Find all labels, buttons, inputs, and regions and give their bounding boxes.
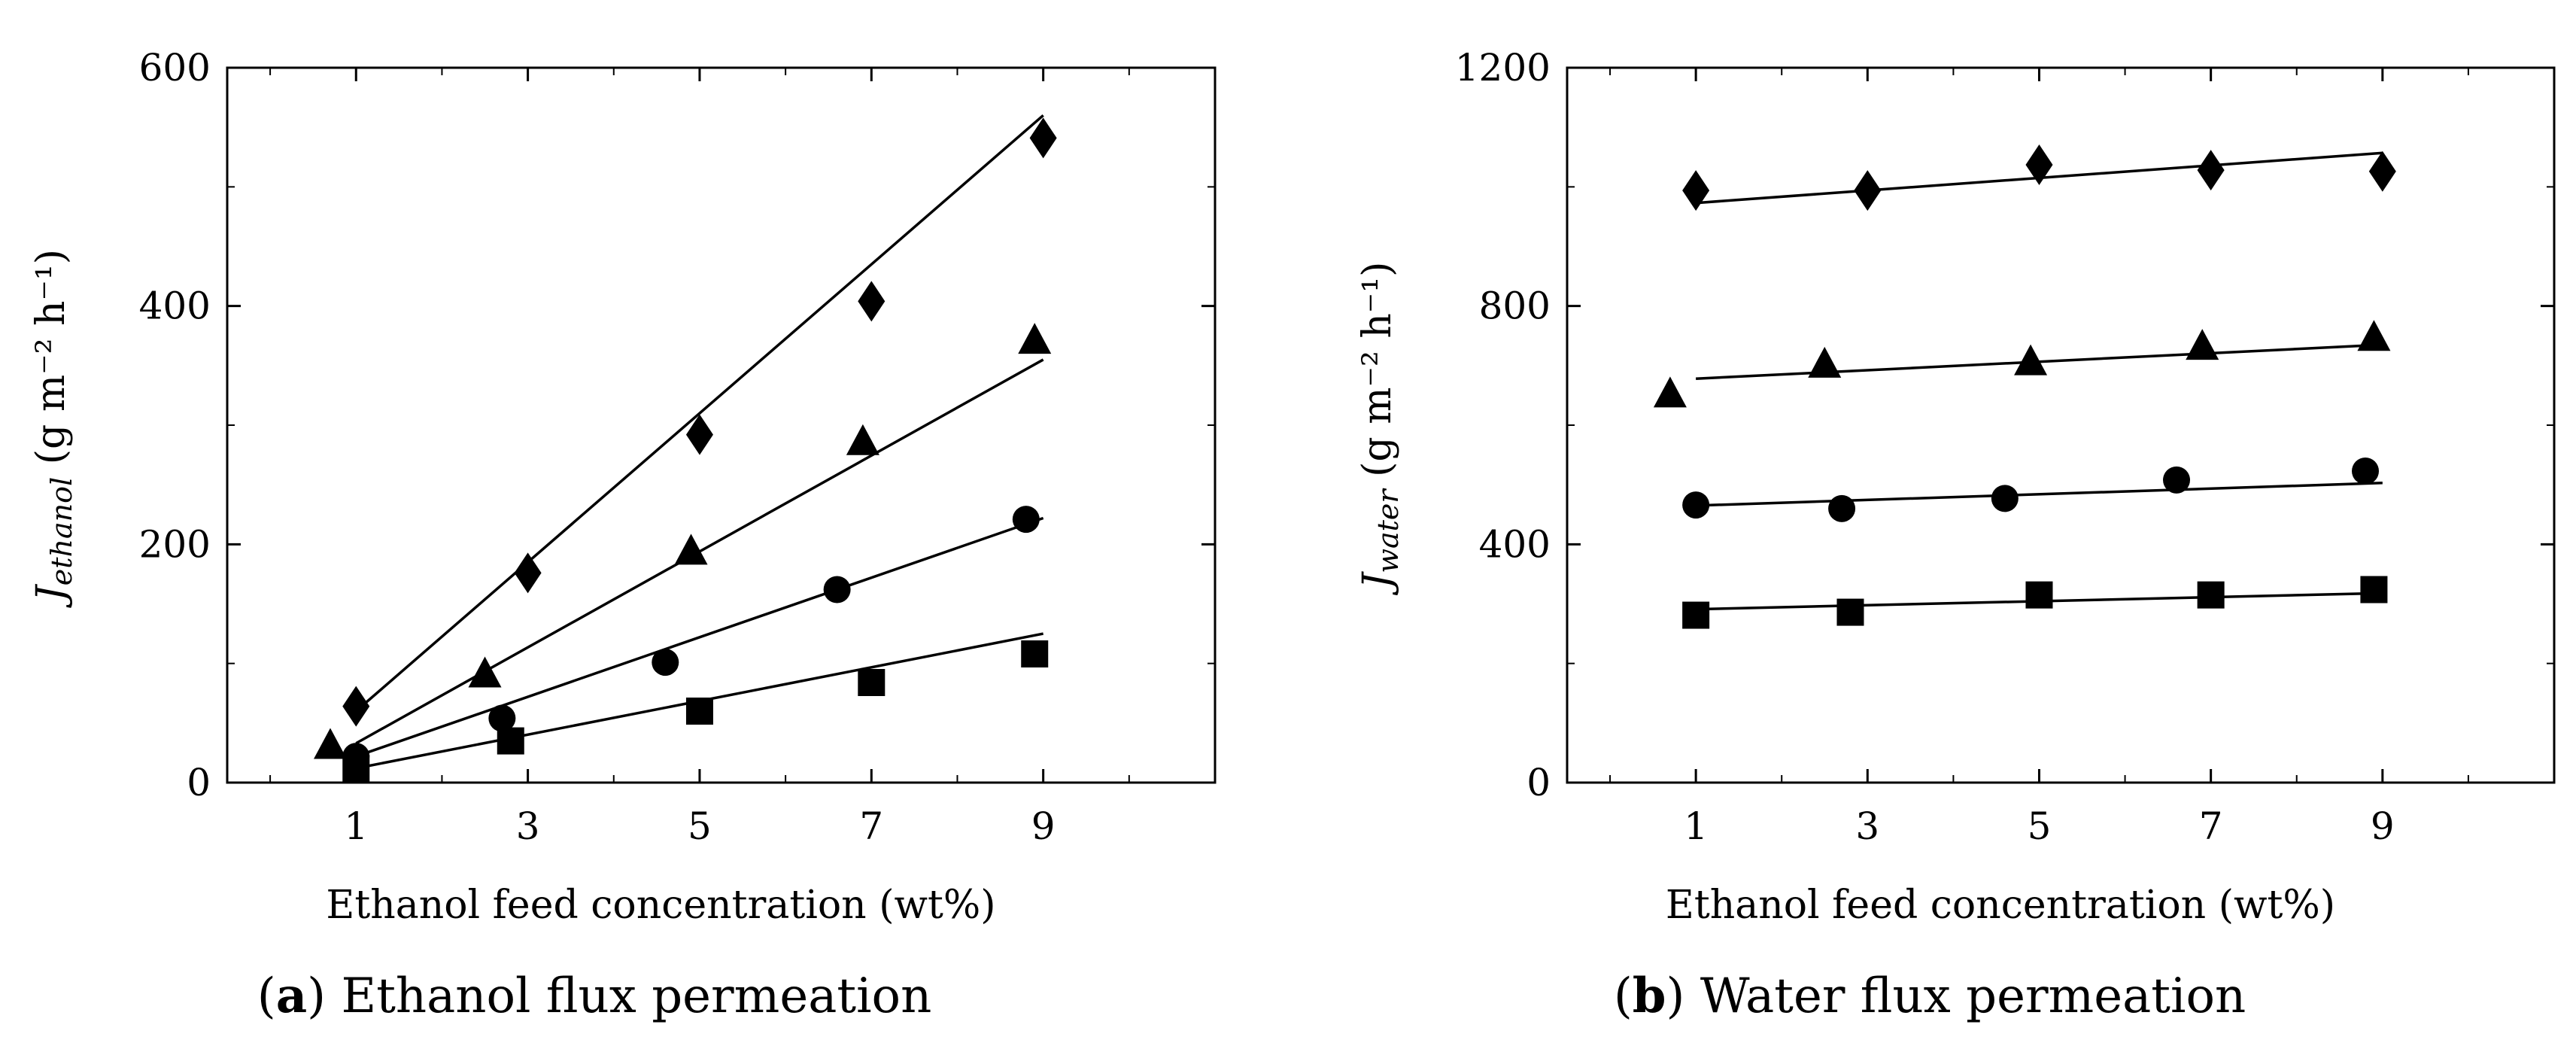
square-point [858, 669, 886, 696]
square-point [2025, 581, 2053, 609]
y-tick-label: 400 [139, 284, 211, 328]
square-point [1021, 640, 1049, 667]
triangle-point [2186, 329, 2219, 360]
triangle-point [1018, 323, 1052, 354]
square-point [342, 755, 370, 782]
caption-open-paren: ( [1614, 968, 1633, 1024]
x-tick-label: 7 [2199, 804, 2223, 848]
y-tick-label: 1200 [1455, 46, 1551, 90]
square-point [1682, 601, 1710, 629]
diamond-point [342, 686, 370, 727]
y-axis-label: Jethanol (g m⁻² h⁻¹) [29, 249, 78, 608]
chart-panel-a: 1 3 5 7 9 0 200 400 600 Ethanol feed concentratio… [29, 46, 1217, 1024]
y-axis-symbol: J [29, 583, 74, 608]
plot-frame [1566, 66, 2556, 784]
y-axis-subscript: water [1372, 488, 1405, 573]
y-axis-symbol: J [1355, 570, 1400, 595]
square-point [2360, 576, 2388, 604]
diamond-point [1854, 170, 1882, 211]
diamond-point [1682, 170, 1710, 211]
x-tick-label: 5 [688, 804, 712, 848]
triangle-point [2357, 320, 2391, 351]
caption-close-paren: ) [307, 968, 341, 1024]
y-axis-close-paren: ) [1355, 262, 1400, 277]
square-point [2197, 581, 2225, 609]
diamond-point [2025, 144, 2053, 186]
triangle-point [2014, 344, 2048, 375]
triangle-point [1653, 376, 1687, 408]
circle-point [823, 576, 851, 604]
x-tick-label: 1 [344, 804, 368, 848]
chart-panel-b: 1 3 5 7 9 0 400 800 1200 Ethanol feed concentrati… [1355, 46, 2556, 1024]
x-tick-label: 9 [2371, 804, 2395, 848]
diamond-point [858, 281, 886, 322]
diamond-point [685, 414, 713, 455]
triangle-point [468, 656, 502, 688]
y-axis-label: Jwater (g m⁻² h⁻¹) [1355, 262, 1405, 596]
caption-close-paren: ) [1666, 968, 1700, 1024]
diamond-point [2368, 150, 2396, 192]
y-axis-units: g m⁻² h⁻¹ [1355, 277, 1400, 462]
plot-frame [226, 66, 1217, 784]
y-tick-label: 0 [1526, 761, 1551, 804]
circle-point [1682, 491, 1710, 519]
circle-point [1012, 506, 1040, 534]
y-axis-subscript: ethanol [45, 477, 78, 585]
x-tick-label: 1 [1684, 804, 1708, 848]
y-axis-open-paren: ( [29, 449, 74, 477]
fit-line-circle [355, 516, 1044, 758]
triangle-point [846, 424, 879, 455]
circle-point [1991, 485, 2019, 512]
y-tick-label: 600 [139, 46, 211, 90]
x-tick-label: 9 [1031, 804, 1056, 848]
diamond-point [514, 552, 542, 594]
x-tick-label: 3 [516, 804, 540, 848]
caption-text: Ethanol flux permeation [341, 968, 931, 1024]
y-tick-label: 0 [187, 761, 211, 804]
fit-line-diamond [355, 114, 1044, 713]
x-axis-label: Ethanol feed concentration (wt%) [1666, 883, 2335, 928]
figure-caption: (a) Ethanol flux permeation [257, 968, 932, 1024]
x-tick-label: 3 [1855, 804, 1879, 848]
x-axis-label: Ethanol feed concentration (wt%) [326, 883, 995, 928]
y-axis-units: g m⁻² h⁻¹ [29, 264, 74, 449]
square-point [497, 727, 524, 755]
circle-point [488, 704, 516, 732]
y-tick-label: 200 [139, 522, 211, 566]
triangle-point [314, 728, 348, 759]
y-tick-label: 800 [1479, 284, 1551, 328]
square-point [1836, 598, 1864, 626]
caption-letter: a [276, 968, 307, 1024]
triangle-point [674, 534, 708, 565]
caption-letter: b [1633, 968, 1666, 1024]
diamond-point [2197, 150, 2225, 191]
circle-point [1828, 494, 1856, 522]
circle-point [2352, 457, 2380, 485]
y-tick-label: 400 [1479, 522, 1551, 566]
square-point [685, 698, 713, 725]
x-tick-label: 5 [2028, 804, 2052, 848]
caption-text: Water flux permeation [1700, 968, 2246, 1024]
y-axis-open-paren: ( [1355, 462, 1400, 490]
diamond-point [1029, 117, 1057, 159]
triangle-point [1808, 346, 1842, 378]
caption-open-paren: ( [257, 968, 276, 1024]
figure-caption: (b) Water flux permeation [1614, 968, 2246, 1024]
circle-point [652, 649, 679, 676]
x-tick-label: 7 [859, 804, 883, 848]
y-axis-close-paren: ) [29, 249, 74, 264]
fit-line-circle [1696, 482, 2383, 507]
circle-point [2163, 466, 2191, 494]
